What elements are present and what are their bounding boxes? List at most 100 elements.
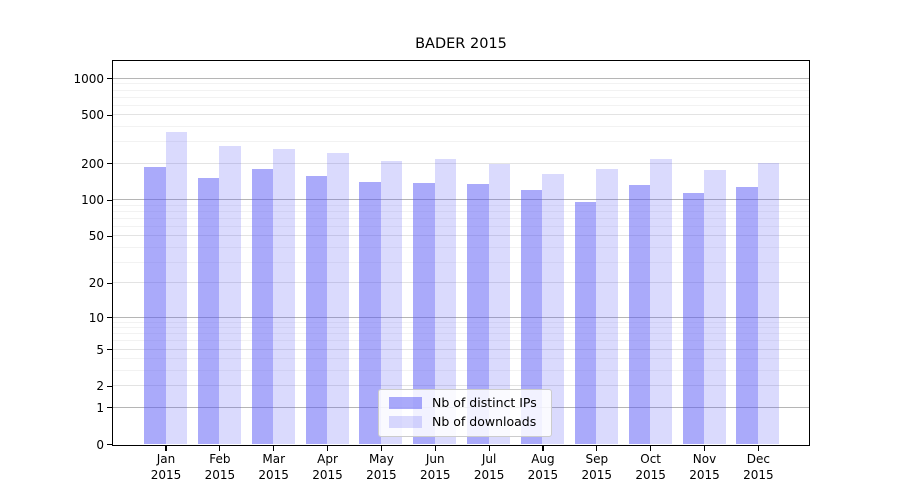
bar-downloads: [596, 169, 618, 444]
y-axis-tick: [107, 78, 112, 80]
legend-swatch-distinct-ips: [389, 397, 422, 409]
bar-distinct-ips: [197, 177, 220, 444]
bar-downloads: [327, 152, 349, 444]
y-axis-tick-label: 500: [81, 108, 104, 123]
y-axis-tick-label: 5: [96, 342, 104, 357]
bar-downloads: [219, 145, 241, 444]
x-axis-tick: [542, 446, 544, 451]
bar-downloads: [273, 148, 295, 444]
legend-label: Nb of downloads: [432, 414, 537, 429]
x-axis-tick-label: Dec 2015: [743, 452, 774, 482]
gridline: [113, 348, 809, 350]
gridline-minor: [113, 370, 809, 372]
x-axis-tick: [703, 446, 706, 451]
bar-downloads: [650, 158, 672, 444]
x-axis-tick-label: Jan 2015: [150, 452, 182, 482]
y-axis-tick: [107, 114, 112, 117]
x-axis-tick-label: Sep 2015: [581, 452, 613, 482]
gridline-minor: [113, 333, 809, 335]
bar-downloads: [434, 158, 457, 444]
gridline-minor: [113, 321, 809, 323]
bar-downloads: [757, 163, 780, 444]
gridline-minor: [113, 204, 809, 206]
y-axis-tick: [107, 407, 112, 409]
x-axis-tick: [219, 446, 221, 451]
gridline: [113, 282, 809, 284]
x-axis-tick: [434, 446, 436, 451]
y-axis-tick: [107, 316, 112, 319]
chart-title: BADER 2015: [415, 36, 507, 52]
x-axis-tick-label: Aug 2015: [527, 452, 559, 482]
gridline: [113, 385, 809, 387]
y-axis-tick-label: 2: [96, 379, 104, 394]
gridline-minor: [113, 225, 809, 227]
gridline-minor: [113, 89, 809, 91]
gridline-minor: [113, 96, 809, 98]
plot-area: [112, 60, 810, 446]
x-axis-tick: [757, 446, 759, 451]
gridline-minor: [113, 104, 809, 106]
bar-downloads: [542, 174, 564, 444]
x-axis-tick-label: Apr 2015: [312, 452, 343, 482]
x-axis-tick-label: Feb 2015: [204, 452, 236, 482]
gridline-minor: [113, 126, 809, 128]
y-axis-tick: [107, 163, 112, 165]
gridline-minor: [113, 327, 809, 329]
x-axis-tick-label: Oct 2015: [635, 452, 666, 482]
x-axis-tick-label: Jul 2015: [473, 452, 505, 482]
x-axis-tick: [488, 446, 490, 451]
bar-downloads: [165, 132, 187, 444]
gridline-minor: [113, 83, 809, 85]
y-axis-tick: [107, 385, 112, 387]
bar-distinct-ips: [359, 182, 381, 444]
bar-distinct-ips: [520, 190, 543, 444]
x-axis-tick: [380, 446, 382, 451]
gridline-minor: [113, 358, 809, 360]
gridline-minor: [113, 217, 809, 219]
gridline: [113, 235, 809, 237]
x-axis-tick: [165, 446, 167, 451]
y-axis-tick: [107, 349, 112, 351]
bar-downloads: [704, 170, 726, 444]
gridline-minor: [113, 340, 809, 342]
y-axis-tick-label: 200: [81, 156, 104, 171]
y-axis-tick-label: 10: [88, 310, 104, 325]
y-axis-tick-label: 50: [88, 229, 104, 244]
x-axis-tick: [650, 446, 652, 451]
y-axis-tick-label: 100: [81, 193, 104, 208]
x-axis-tick: [273, 446, 275, 451]
chart-legend: Nb of distinct IPs Nb of downloads: [378, 389, 552, 437]
gridline: [113, 162, 809, 164]
x-axis-tick-label: May 2015: [366, 452, 397, 482]
bar-distinct-ips: [144, 167, 166, 444]
legend-item-distinct-ips: Nb of distinct IPs: [389, 396, 537, 410]
y-axis-tick-label: 1000: [73, 71, 104, 86]
legend-item-downloads: Nb of downloads: [389, 415, 537, 429]
y-axis-tick-label: 1: [96, 400, 104, 415]
legend-label: Nb of distinct IPs: [432, 395, 537, 410]
gridline: [113, 77, 809, 79]
y-axis-tick: [107, 282, 112, 284]
x-axis-tick: [596, 446, 598, 451]
x-axis-tick: [326, 446, 329, 451]
gridline: [113, 114, 809, 116]
y-axis-tick: [107, 199, 112, 201]
bar-downloads: [380, 161, 403, 444]
legend-swatch-downloads: [389, 416, 422, 428]
bar-distinct-ips: [251, 168, 274, 444]
gridline: [113, 199, 809, 201]
bar-downloads: [488, 164, 511, 444]
x-axis-tick-label: Mar 2015: [258, 452, 289, 482]
gridline-minor: [113, 141, 809, 143]
x-axis-tick-label: Nov 2015: [689, 452, 720, 482]
gridline-minor: [113, 261, 809, 263]
y-axis-tick: [107, 235, 112, 237]
gridline-minor: [113, 210, 809, 212]
bar-distinct-ips: [305, 175, 328, 444]
x-axis-tick-label: Jun 2015: [419, 452, 451, 482]
y-axis-tick: [107, 443, 112, 446]
bar-distinct-ips: [628, 184, 651, 444]
gridline: [113, 316, 809, 318]
gridline-minor: [113, 246, 809, 248]
